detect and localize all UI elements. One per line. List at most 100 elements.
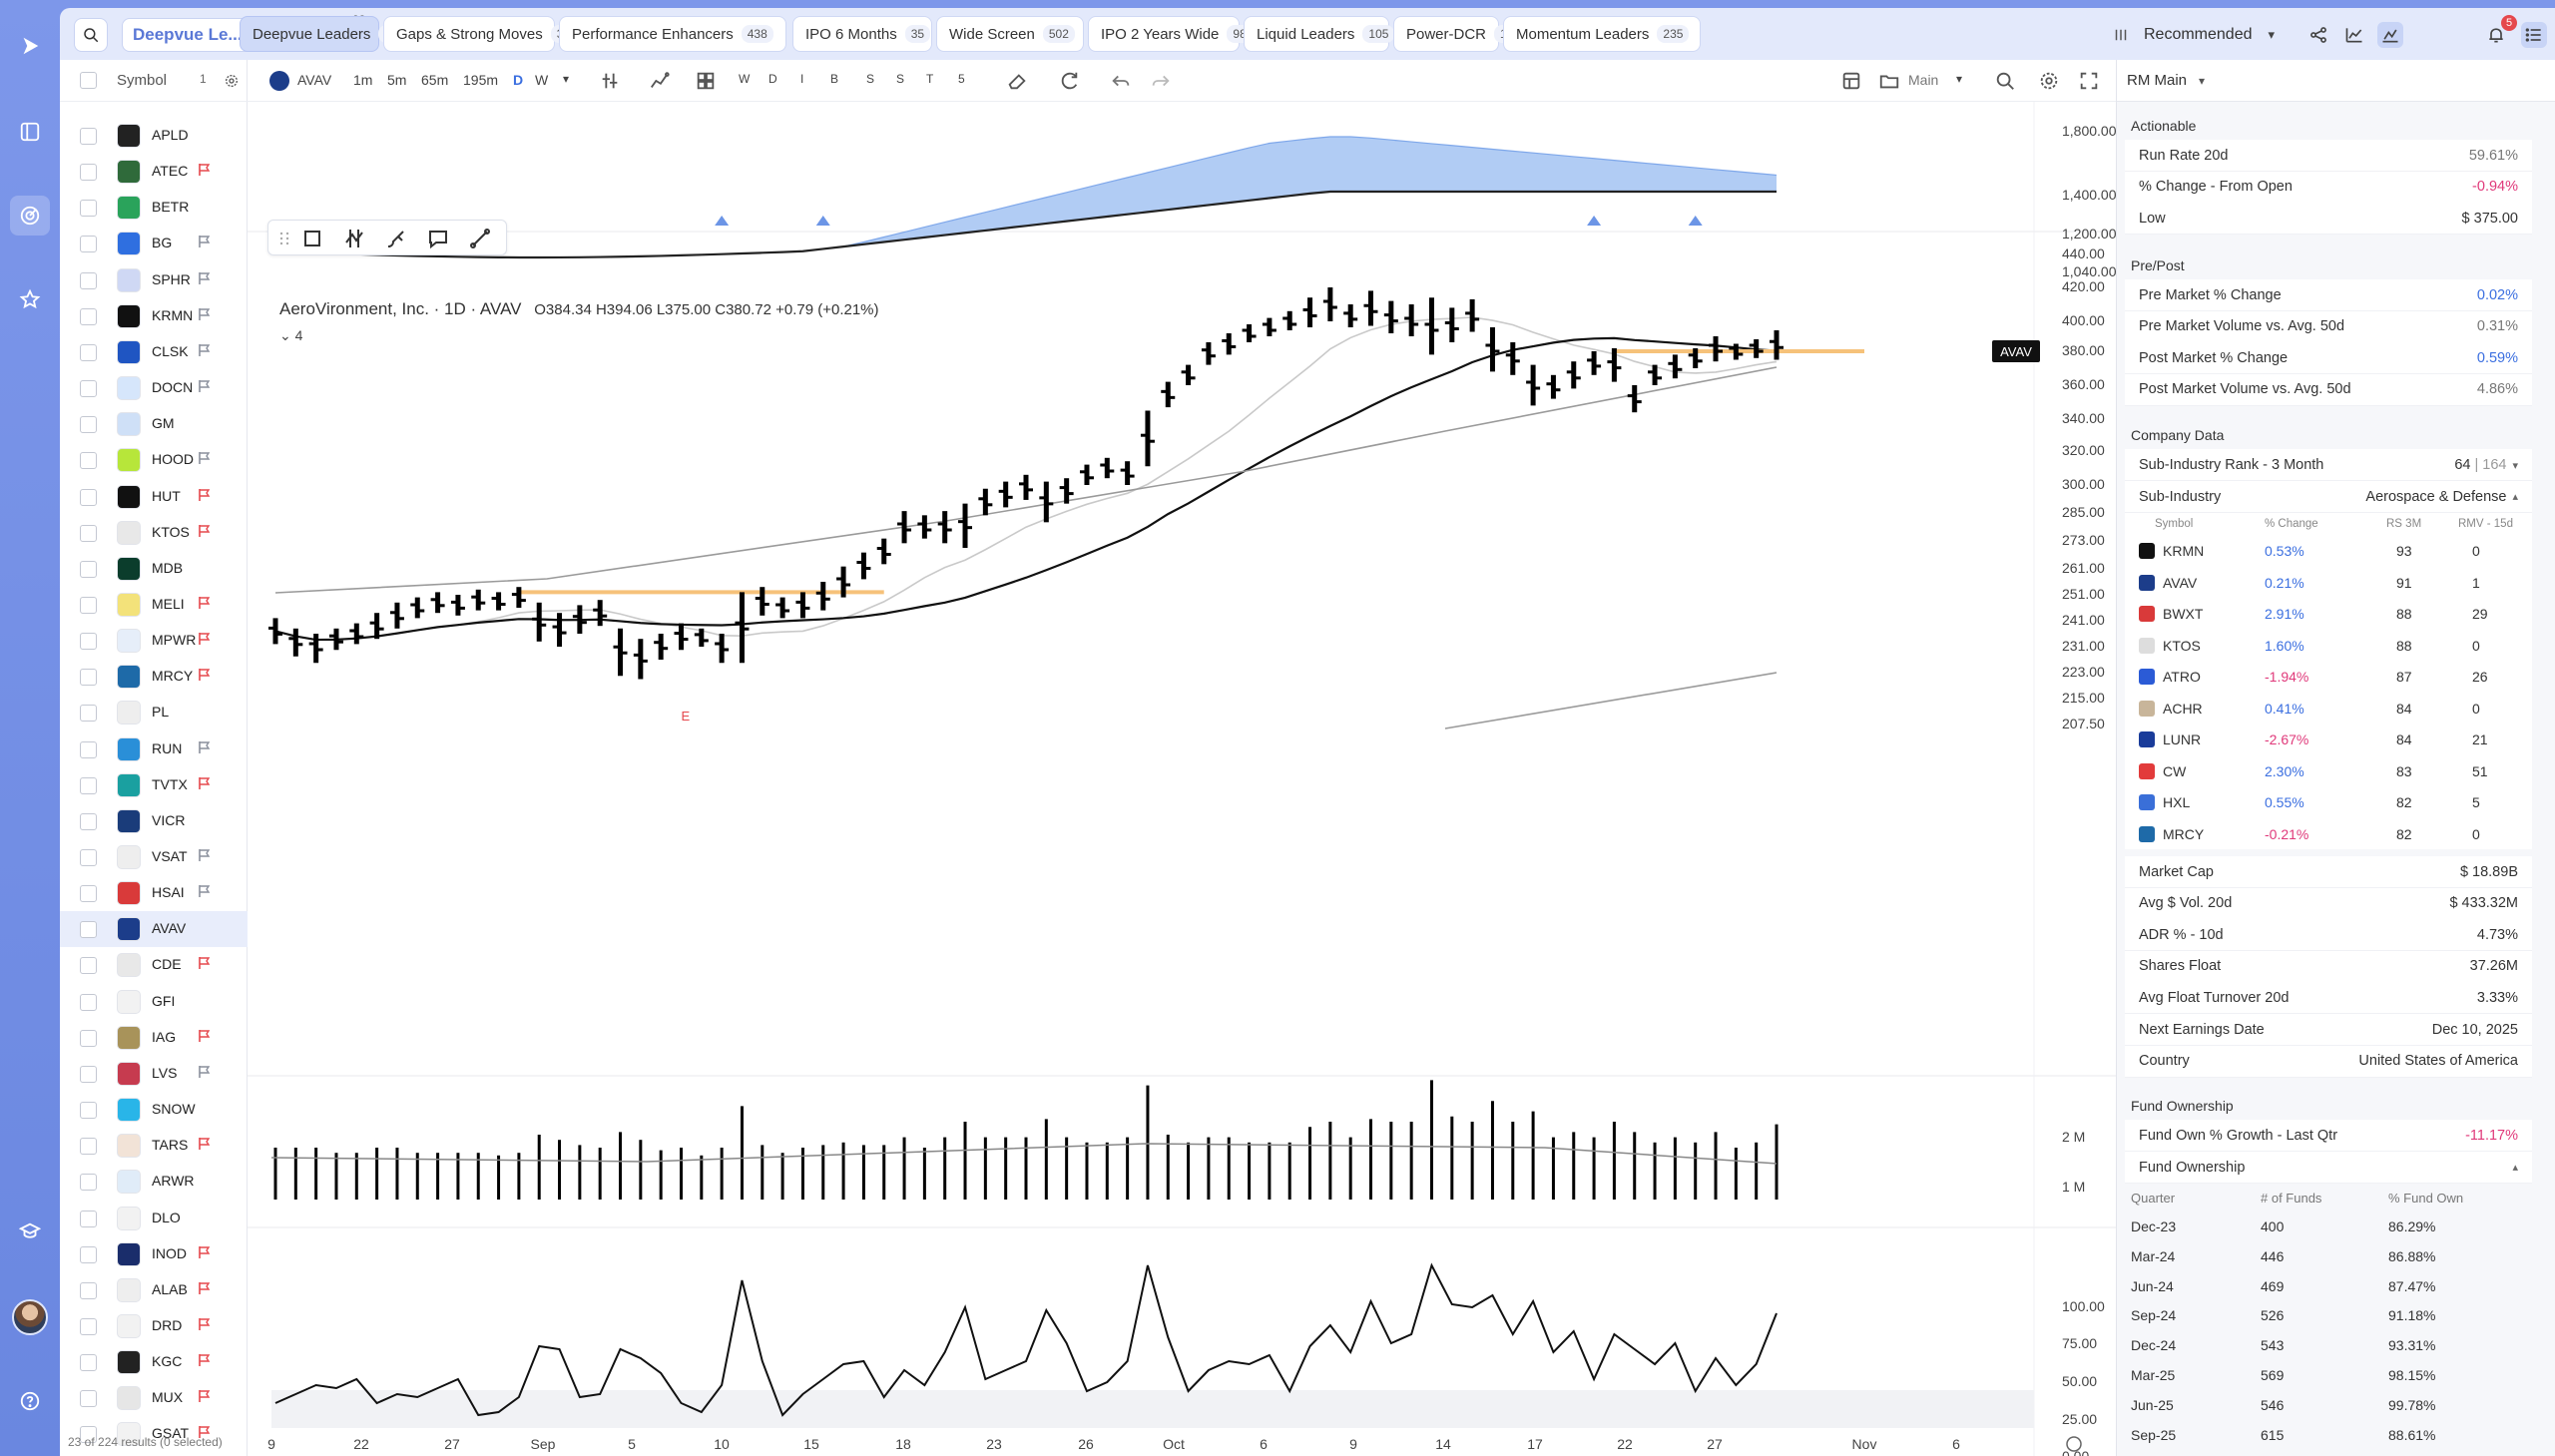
watchlist-row[interactable]: BG <box>60 226 248 261</box>
help-icon[interactable] <box>10 1381 50 1421</box>
watchlist-row[interactable]: VSAT <box>60 839 248 875</box>
watchlist-row[interactable]: MPWR <box>60 623 248 659</box>
column-header[interactable]: RMV - 15d <box>2458 518 2513 530</box>
watchlist-row[interactable]: AVAV <box>60 911 248 948</box>
flag-icon[interactable] <box>198 1281 212 1295</box>
row-checkbox[interactable] <box>80 164 97 182</box>
row-checkbox[interactable] <box>80 416 97 434</box>
flag-icon[interactable] <box>198 235 212 248</box>
flag-icon[interactable] <box>198 596 212 610</box>
bell-icon[interactable] <box>2483 22 2509 48</box>
row-checkbox[interactable] <box>80 1210 97 1227</box>
industry-row[interactable]: MRCY -0.21% 82 0 <box>2125 817 2532 849</box>
watchlist-row[interactable]: SNOW <box>60 1092 248 1128</box>
list-view-icon[interactable] <box>2521 22 2547 48</box>
trendline-tool-icon[interactable] <box>468 227 492 250</box>
watchlist-row[interactable]: KRMN <box>60 298 248 334</box>
note-tool-icon[interactable] <box>426 227 450 250</box>
fullscreen-icon[interactable] <box>2078 70 2100 92</box>
watchlist-row[interactable]: APLD <box>60 118 248 154</box>
rectangle-tool-icon[interactable] <box>300 227 324 250</box>
logo-play-icon[interactable] <box>10 26 50 66</box>
star-icon[interactable] <box>10 279 50 319</box>
row-checkbox[interactable] <box>80 1390 97 1408</box>
details-header[interactable]: RM Main ▾ <box>2117 60 2555 102</box>
drag-handle-icon[interactable] <box>272 227 296 250</box>
row-checkbox[interactable] <box>80 380 97 398</box>
industry-row[interactable]: ATRO -1.94% 87 26 <box>2125 661 2532 693</box>
interval-5m[interactable]: 5m <box>387 72 407 88</box>
watchlist-row[interactable]: KGC <box>60 1344 248 1380</box>
flag-icon[interactable] <box>198 163 212 177</box>
tab-performance-enhancers[interactable]: Performance Enhancers 438 <box>559 16 786 52</box>
interval-d[interactable]: D <box>513 72 524 88</box>
layout-icon[interactable] <box>1840 70 1862 92</box>
layout-name[interactable]: Main <box>1908 72 1939 88</box>
symbol-column-label[interactable]: Symbol <box>117 72 168 89</box>
toolbar-letter-button[interactable]: B <box>830 72 839 86</box>
row-checkbox[interactable] <box>80 271 97 289</box>
gear-icon[interactable] <box>224 73 240 89</box>
tab-deepvue-leaders[interactable]: Deepvue Leaders224 <box>240 16 411 52</box>
indicator-toggle[interactable]: ⌄ 4 <box>279 327 302 344</box>
dashboard-icon[interactable] <box>10 112 50 152</box>
watchlist-row[interactable]: GFI <box>60 984 248 1020</box>
undo-icon[interactable] <box>1110 70 1132 92</box>
row-checkbox[interactable] <box>80 452 97 470</box>
row-checkbox[interactable] <box>80 669 97 687</box>
indicators-icon[interactable] <box>599 70 621 92</box>
gear-icon[interactable] <box>2066 1436 2082 1452</box>
watchlist-row[interactable]: HSAI <box>60 875 248 911</box>
eraser-icon[interactable] <box>1006 70 1028 92</box>
tab-gaps-strong-moves[interactable]: Gaps & Strong Moves36 <box>383 16 577 52</box>
toolbar-letter-button[interactable]: I <box>800 72 804 86</box>
toolbar-letter-button[interactable]: T <box>926 72 934 86</box>
watchlist-row[interactable]: MUX <box>60 1380 248 1416</box>
flag-icon[interactable] <box>198 379 212 393</box>
row-checkbox[interactable] <box>80 1317 97 1335</box>
industry-row[interactable]: AVAV 0.21% 91 1 <box>2125 566 2532 598</box>
industry-row[interactable]: LUNR -2.67% 84 21 <box>2125 724 2532 755</box>
sub-industry-row[interactable]: Sub-Industry Aerospace & Defense ▴ <box>2125 481 2532 513</box>
row-checkbox[interactable] <box>80 1426 97 1444</box>
chevron-down-icon[interactable]: ▾ <box>563 72 570 86</box>
row-checkbox[interactable] <box>80 957 97 975</box>
sort-select[interactable]: Recommended ▾ <box>2112 18 2341 52</box>
row-checkbox[interactable] <box>80 849 97 866</box>
row-checkbox[interactable] <box>80 307 97 325</box>
column-header[interactable]: RS 3M <box>2386 518 2422 530</box>
row-checkbox[interactable] <box>80 1065 97 1083</box>
watchlist-row[interactable]: INOD <box>60 1236 248 1272</box>
row-checkbox[interactable] <box>80 921 97 939</box>
row-checkbox[interactable] <box>80 1138 97 1156</box>
row-checkbox[interactable] <box>80 343 97 361</box>
chart-symbol[interactable]: AVAV <box>297 72 332 88</box>
share-icon[interactable] <box>2305 22 2331 48</box>
row-checkbox[interactable] <box>80 128 97 145</box>
flag-icon[interactable] <box>198 1029 212 1043</box>
watchlist-row[interactable]: DOCN <box>60 370 248 406</box>
watchlist-row[interactable]: VICR <box>60 803 248 839</box>
flag-icon[interactable] <box>198 343 212 357</box>
templates-icon[interactable] <box>695 70 717 92</box>
row-checkbox[interactable] <box>80 740 97 758</box>
chart-mode-icon[interactable] <box>2377 22 2403 48</box>
row-checkbox[interactable] <box>80 993 97 1011</box>
watchlist-row[interactable]: CLSK <box>60 334 248 370</box>
watchlist-row[interactable]: MRCY <box>60 659 248 695</box>
flag-icon[interactable] <box>198 884 212 898</box>
column-header[interactable]: % Change <box>2265 518 2318 530</box>
row-checkbox[interactable] <box>80 1029 97 1047</box>
zoom-icon[interactable] <box>1994 70 2016 92</box>
brush-tool-icon[interactable] <box>384 227 408 250</box>
watchlist-row[interactable]: TARS <box>60 1128 248 1164</box>
flag-icon[interactable] <box>198 1389 212 1403</box>
row-checkbox[interactable] <box>80 236 97 253</box>
tab-ipo-6-months[interactable]: IPO 6 Months 35 <box>792 16 932 52</box>
search-button[interactable] <box>74 18 108 52</box>
flag-icon[interactable] <box>198 632 212 646</box>
industry-row[interactable]: HXL 0.55% 82 5 <box>2125 786 2532 818</box>
row-checkbox[interactable] <box>80 1245 97 1263</box>
tab-ipo-2-years-wide[interactable]: IPO 2 Years Wide 98 <box>1088 16 1253 52</box>
watchlist-row[interactable]: LVS <box>60 1056 248 1092</box>
